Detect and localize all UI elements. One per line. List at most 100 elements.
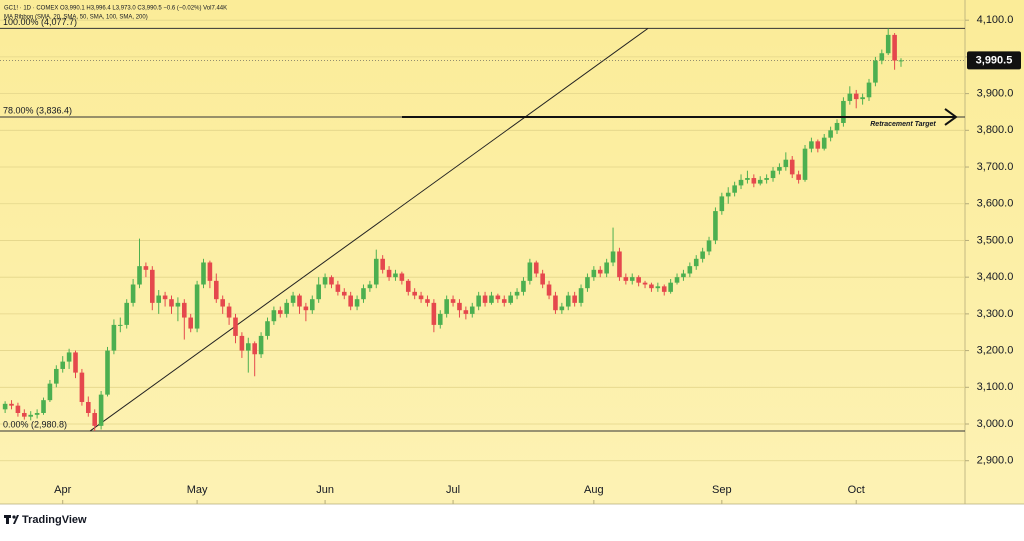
y-tick-label: 3,600.0 xyxy=(977,198,1014,210)
marks xyxy=(2,28,904,432)
candle-body xyxy=(783,159,789,168)
candle-body xyxy=(329,277,334,285)
target-arrowhead xyxy=(944,108,958,126)
candle-body xyxy=(789,159,795,175)
candle-body xyxy=(284,302,289,314)
candle-body xyxy=(892,34,897,61)
candle-body xyxy=(380,258,385,270)
candle-body xyxy=(853,93,859,100)
candle-body xyxy=(719,196,725,212)
candle-body xyxy=(617,251,622,278)
brand-logo xyxy=(4,515,19,524)
candle-body xyxy=(239,335,245,351)
candle-body xyxy=(661,286,667,292)
candle-body xyxy=(841,100,846,123)
y-tick-label: 3,700.0 xyxy=(977,161,1014,173)
candle-body xyxy=(405,280,411,292)
candle-body xyxy=(668,282,673,292)
candle-body xyxy=(15,405,21,413)
candle-body xyxy=(341,291,347,296)
candle-body xyxy=(809,141,814,149)
candle-body xyxy=(233,317,238,336)
candle-body xyxy=(764,178,769,180)
candle-body xyxy=(303,306,309,311)
candle-body xyxy=(847,93,853,101)
candle-body xyxy=(802,148,808,180)
trend-line xyxy=(89,27,649,432)
candle-body xyxy=(226,306,232,318)
candle-body xyxy=(629,277,635,281)
candle-body xyxy=(687,266,693,274)
candle-body xyxy=(501,299,507,303)
candle-body xyxy=(361,288,366,300)
candle-body xyxy=(118,324,123,326)
annotation: Retracement Target xyxy=(870,121,936,128)
candle-body xyxy=(245,343,251,351)
candle-body xyxy=(335,284,341,292)
candle-body xyxy=(175,302,181,307)
candle-body xyxy=(642,282,648,285)
candle-body xyxy=(693,258,699,267)
y-tick-label: 3,400.0 xyxy=(977,271,1014,283)
grid: 100.00% (4,077.7) 78.00% (3,836.4) 0.00% (… xyxy=(0,17,965,462)
symbol-header: GC1! · 1D · COMEX O3,990.1 H3,996.4 L3,9… xyxy=(4,6,227,12)
candle-body xyxy=(290,295,296,303)
fib-label: 78.00% (3,836.4) xyxy=(3,105,72,115)
brand: TradingView xyxy=(22,514,87,526)
x-tick-label: Jul xyxy=(446,484,460,496)
candle-body xyxy=(828,130,833,138)
candle-body xyxy=(898,60,904,62)
candle-body xyxy=(213,280,219,300)
last-price-label: 3,990.5 xyxy=(976,54,1013,66)
candle-body xyxy=(348,295,353,307)
candle-body xyxy=(73,352,78,373)
y-tick-label: 3,200.0 xyxy=(977,344,1014,356)
candle-body xyxy=(476,295,481,307)
candle-body xyxy=(578,288,584,303)
y-tick-label: 3,800.0 xyxy=(977,124,1014,136)
candle-body xyxy=(610,251,616,263)
candle-body xyxy=(860,97,865,100)
candle-body xyxy=(521,280,526,292)
candle-body xyxy=(514,291,520,296)
candle-body xyxy=(373,258,379,285)
candle-body xyxy=(457,302,462,311)
candle-body xyxy=(86,401,91,413)
candle-body xyxy=(540,273,545,285)
candle-body xyxy=(156,295,162,303)
candle-body xyxy=(425,299,430,303)
candle-body xyxy=(885,34,891,54)
candle-body xyxy=(713,211,718,241)
candle-body xyxy=(553,295,558,311)
candle-body xyxy=(873,60,878,83)
candle-body xyxy=(124,302,130,325)
candle-body xyxy=(674,277,680,283)
candle-body xyxy=(585,277,590,289)
candle-body xyxy=(738,179,744,186)
candle-body xyxy=(265,321,270,336)
candle-body xyxy=(386,269,392,278)
candle-body xyxy=(732,185,737,193)
candle-body xyxy=(322,277,328,285)
candle-body xyxy=(834,122,840,131)
candle-body xyxy=(393,273,398,278)
candle-body xyxy=(796,174,801,180)
candle-body xyxy=(150,269,155,303)
candle-body xyxy=(770,170,776,179)
candle-body xyxy=(597,269,603,274)
y-tick-label: 3,900.0 xyxy=(977,88,1014,100)
candle-body xyxy=(706,240,712,252)
candle-body xyxy=(399,273,405,281)
x-tick-label: Jun xyxy=(316,484,334,496)
candle-body xyxy=(54,368,59,384)
candle-body xyxy=(636,277,641,283)
candle-body xyxy=(604,262,609,274)
candle-body xyxy=(821,137,827,149)
candle-body xyxy=(220,299,225,307)
candle-body xyxy=(655,286,661,289)
candle-body xyxy=(508,295,513,303)
candle-body xyxy=(92,412,98,426)
candle-body xyxy=(757,179,763,184)
